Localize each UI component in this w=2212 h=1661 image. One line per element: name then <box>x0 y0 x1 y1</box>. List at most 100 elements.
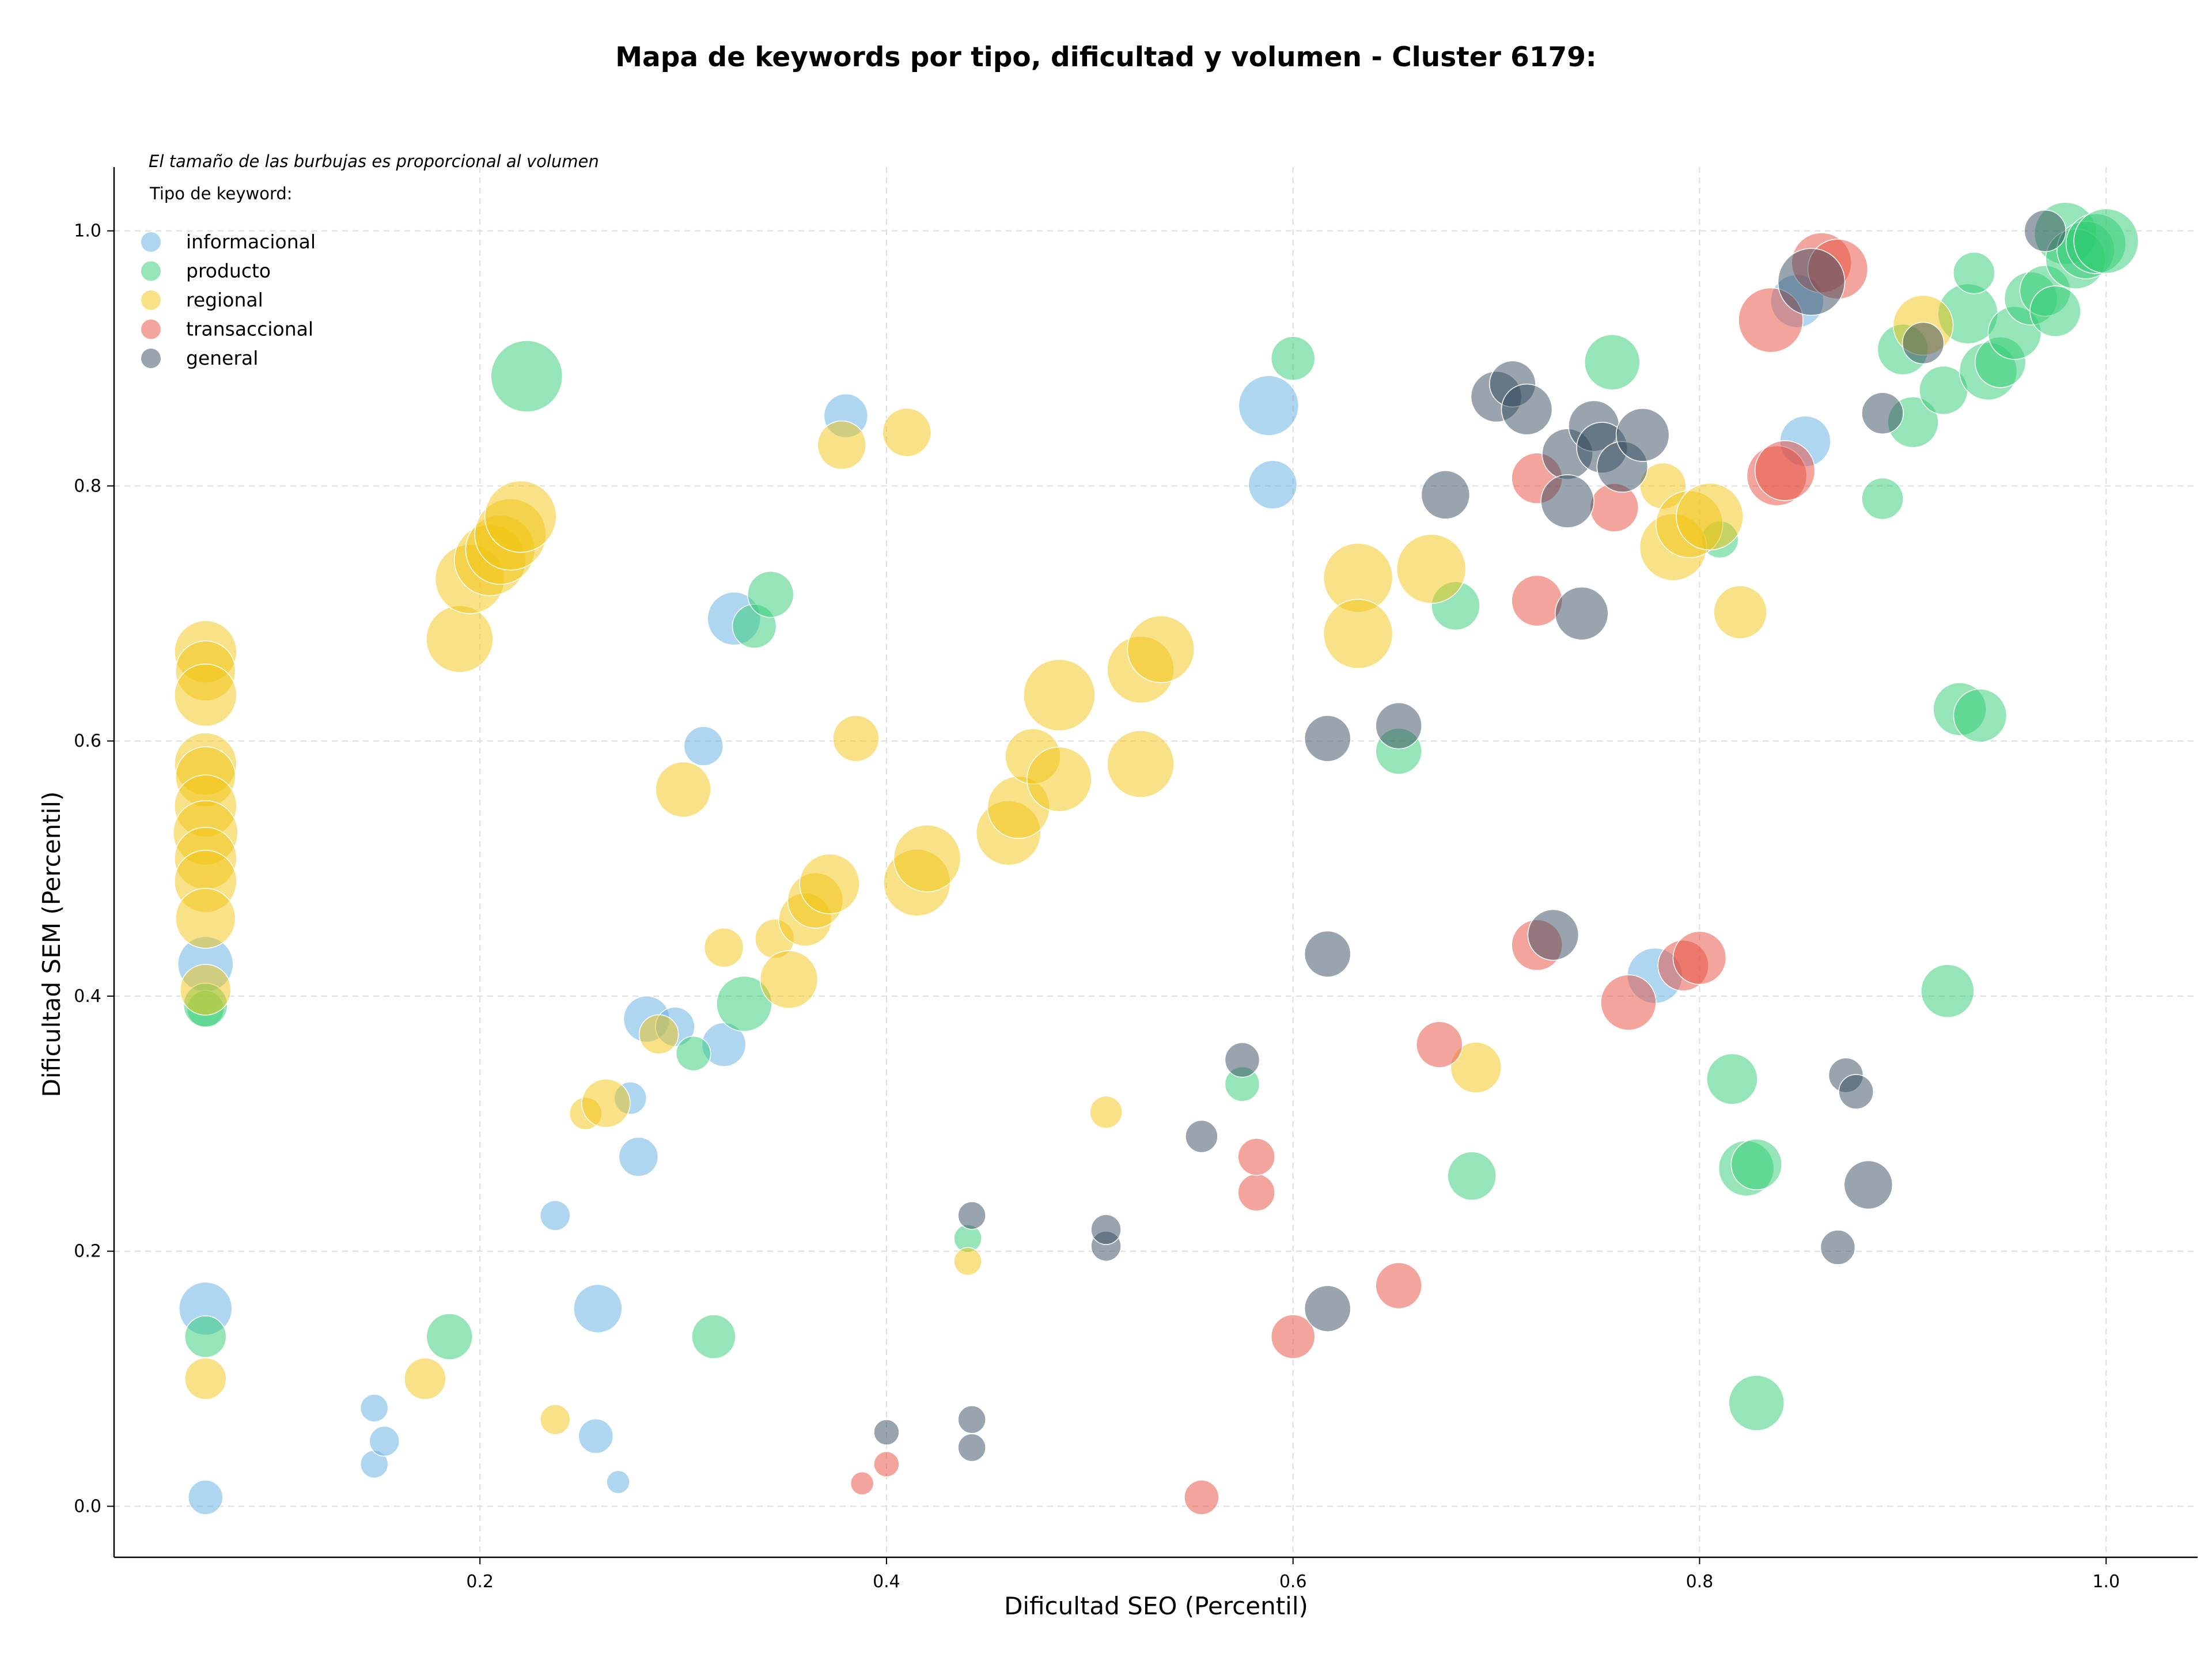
bubble-regional <box>817 420 867 470</box>
bubble-general <box>1304 715 1351 762</box>
bubble-transaccional <box>1237 1138 1275 1176</box>
y-tick-label: 0.8 <box>74 476 101 496</box>
bubble-producto <box>184 1315 227 1358</box>
bubble-producto <box>716 975 772 1032</box>
bubble-informacional <box>606 1470 630 1494</box>
bubble-producto <box>426 1313 473 1360</box>
bubble-regional <box>703 928 744 968</box>
grid <box>114 167 2198 1557</box>
bubble-producto <box>2029 285 2081 337</box>
bubble-transaccional <box>1511 574 1563 627</box>
x-axis-label: Dificultad SEO (Percentil) <box>1004 1592 1308 1620</box>
bubble-transaccional <box>1672 930 1727 985</box>
bubble-producto <box>1447 1151 1497 1201</box>
legend-label-producto: producto <box>186 260 271 282</box>
bubble-informacional <box>578 1418 614 1454</box>
legend-label-general: general <box>186 347 258 369</box>
bubble-transaccional <box>1375 1262 1422 1310</box>
bubble-transaccional <box>1270 1314 1316 1359</box>
bubble-producto <box>1953 688 2008 743</box>
bubble-regional <box>174 663 237 727</box>
bubble-transaccional <box>1184 1480 1219 1515</box>
bubble-general <box>1838 1074 1874 1110</box>
bubble-general <box>1615 408 1670 462</box>
bubble-producto <box>1921 964 1975 1018</box>
x-tick-label: 1.0 <box>2092 1572 2120 1592</box>
y-tick-label: 0.6 <box>74 731 101 751</box>
bubble-regional <box>1676 482 1744 551</box>
legend-title: Tipo de keyword: <box>149 184 293 203</box>
legend-marker-general <box>141 349 161 368</box>
bubble-general <box>1375 702 1422 750</box>
bubble-regional <box>484 480 557 553</box>
x-tick-label: 0.8 <box>1686 1572 1714 1592</box>
bubble-regional <box>1713 585 1767 640</box>
bubble-producto <box>1953 251 1995 294</box>
bubble-general <box>1304 930 1351 978</box>
bubble-general <box>957 1201 986 1230</box>
y-tick-label: 0.2 <box>74 1242 101 1262</box>
bubble-general <box>957 1405 986 1434</box>
bubble-regional <box>1396 534 1467 604</box>
bubble-informacional <box>573 1284 623 1334</box>
bubble-general <box>1555 587 1609 641</box>
bubble-regional <box>184 1357 227 1400</box>
legend-marker-producto <box>141 261 161 281</box>
bubble-general <box>957 1433 986 1462</box>
bubble-regional <box>638 1014 679 1055</box>
legend-label-informacional: informacional <box>186 230 316 253</box>
bubble-general <box>1820 1229 1856 1265</box>
legend: informacional producto regional transaccion… <box>141 230 316 369</box>
chart-title: Mapa de keywords por tipo, dificultad y … <box>615 41 1596 73</box>
bubble-informacional <box>1238 375 1300 436</box>
bubble-regional <box>882 407 931 457</box>
bubble-transaccional <box>1237 1174 1275 1212</box>
bubble-producto <box>490 340 563 413</box>
bubble-general <box>1843 1160 1893 1210</box>
bubble-general <box>1527 909 1580 961</box>
bubble-regional <box>539 1404 571 1435</box>
bubble-transaccional <box>1416 1021 1463 1068</box>
x-tick-label: 0.4 <box>873 1572 900 1592</box>
bubble-general <box>1090 1214 1122 1245</box>
bubble-producto <box>1730 1138 1783 1190</box>
bubble-informacional <box>359 1394 389 1422</box>
bubble-regional <box>1089 1095 1123 1129</box>
bubble-regional <box>832 715 880 762</box>
bubble-general <box>1304 1285 1351 1333</box>
legend-label-transaccional: transaccional <box>186 318 313 340</box>
bubble-general <box>1861 392 1904 435</box>
bubble-regional <box>1107 730 1175 798</box>
y-axis-label: Dificultad SEM (Percentil) <box>37 792 66 1098</box>
bubble-general <box>1902 321 1945 365</box>
bubble-regional <box>1027 746 1092 812</box>
bubble-general <box>2024 209 2067 252</box>
bubble-informacional <box>1248 460 1298 509</box>
bubble-producto <box>1706 1053 1758 1105</box>
bubble-transaccional <box>850 1471 874 1496</box>
legend-marker-informacional <box>141 232 161 252</box>
bubble-regional <box>655 761 711 818</box>
bubble-producto <box>1584 334 1641 391</box>
bubble-regional <box>759 950 819 1009</box>
x-tick-label: 0.2 <box>466 1572 494 1592</box>
bubble-transaccional <box>1600 974 1657 1031</box>
bubble-transaccional <box>1754 440 1816 501</box>
bubble-regional <box>404 1357 446 1400</box>
bubble-general <box>1421 470 1471 520</box>
y-tick-label: 1.0 <box>74 221 101 241</box>
bubble-producto <box>747 570 794 618</box>
bubble-producto <box>1270 336 1316 381</box>
bubble-informacional <box>369 1425 400 1457</box>
bubble-regional <box>799 853 860 914</box>
bubble-general <box>1777 248 1846 316</box>
bubble-regional <box>1323 599 1393 669</box>
bubble-size-note: El tamaño de las burbujas es proporciona… <box>149 152 599 171</box>
bubble-regional <box>426 605 494 673</box>
bubble-producto <box>1861 477 1904 520</box>
bubble-informacional <box>683 726 724 766</box>
bubble-informacional <box>618 1137 659 1177</box>
bubble-producto <box>691 1314 736 1359</box>
bubble-regional <box>893 824 961 892</box>
